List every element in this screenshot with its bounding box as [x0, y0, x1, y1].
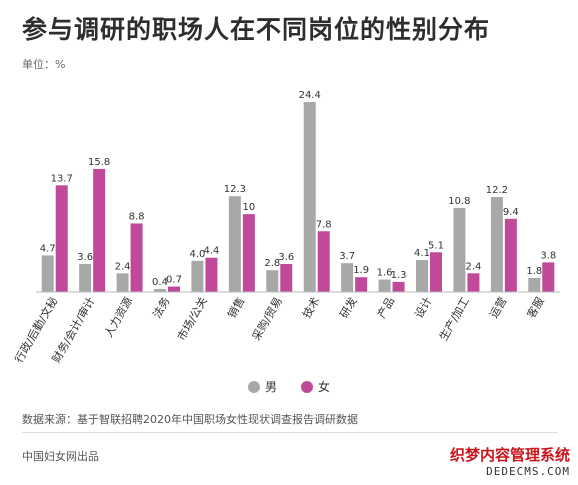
chart-title: 参与调研的职场人在不同岗位的性别分布 [22, 15, 491, 44]
value-label-male-2: 2.4 [115, 261, 131, 272]
legend-item-male: 男 [248, 378, 277, 395]
legend-male-swatch [248, 380, 260, 393]
category-label-2: 人力资源 [101, 295, 135, 340]
legend-male-label: 男 [265, 380, 278, 394]
bar-female-7 [317, 231, 330, 292]
bar-male-4 [191, 260, 204, 292]
category-label-5: 销售 [224, 295, 247, 321]
bar-male-6 [266, 270, 279, 292]
bar-male-12 [490, 197, 503, 292]
category-label-3: 法务 [149, 295, 172, 321]
bar-female-6 [280, 263, 293, 292]
value-label-female-6: 3.6 [278, 252, 294, 263]
publisher: 中国妇女网出品 [22, 450, 99, 463]
bar-female-2 [130, 223, 143, 292]
category-label-6: 采购/贸易 [249, 295, 285, 343]
value-label-female-13: 3.8 [540, 250, 556, 261]
bar-female-0 [55, 185, 68, 292]
value-label-male-4: 4.0 [189, 249, 205, 260]
value-label-male-5: 12.3 [224, 184, 246, 195]
value-label-male-10: 4.1 [414, 248, 430, 259]
category-label-12: 运营 [486, 295, 509, 321]
bar-male-7 [303, 102, 316, 292]
category-label-11: 生产/加工 [436, 295, 472, 343]
watermark: 织梦内容管理系统 DEDECMS.COM [450, 444, 570, 478]
bar-male-0 [41, 255, 54, 292]
category-label-13: 客服 [524, 295, 547, 321]
value-label-male-13: 1.8 [526, 266, 542, 277]
category-label-9: 产品 [374, 295, 397, 321]
bar-male-9 [378, 279, 391, 292]
value-label-male-0: 4.7 [40, 243, 56, 254]
category-label-4: 市场/公关 [174, 295, 210, 343]
value-label-male-11: 10.8 [448, 196, 470, 207]
value-label-female-9: 1.3 [391, 270, 407, 281]
value-label-female-3: 0.7 [166, 275, 182, 286]
unit-label: 单位：% [22, 58, 66, 71]
legend-female-label: 女 [318, 380, 331, 394]
legend: 男 女 [248, 378, 354, 395]
value-label-female-5: 10 [242, 202, 255, 213]
value-label-male-8: 3.7 [339, 251, 355, 262]
bar-male-13 [528, 277, 541, 292]
value-label-female-7: 7.8 [316, 219, 332, 230]
bar-female-5 [242, 214, 255, 292]
data-source: 数据来源：基于智联招聘2020年中国职场女性现状调查报告调研数据 [22, 413, 358, 426]
legend-item-female: 女 [301, 378, 330, 395]
bar-male-5 [228, 196, 241, 292]
bar-chart: 4.7 13.7 3.6 15.8 2.4 8.8 0.40.7 4.04.4 12.3 10 2.… [11, 90, 560, 365]
value-label-female-4: 4.4 [203, 246, 219, 257]
category-label-10: 设计 [412, 295, 434, 321]
category-label-8: 研发 [337, 295, 360, 321]
bar-male-2 [116, 273, 129, 292]
value-label-female-10: 5.1 [428, 240, 444, 251]
value-label-male-6: 2.8 [264, 258, 280, 269]
value-label-male-12: 12.2 [486, 185, 508, 196]
watermark-line1: 织梦内容管理系统 [449, 446, 570, 464]
bar-male-3 [154, 288, 166, 292]
legend-female-swatch [301, 380, 314, 393]
bar-female-8 [355, 277, 368, 292]
value-label-female-0: 13.7 [51, 173, 73, 184]
bar-male-11 [453, 207, 466, 292]
value-label-female-12: 9.4 [503, 207, 519, 218]
bar-female-12 [504, 218, 517, 292]
value-label-female-1: 15.8 [88, 157, 110, 168]
bar-female-11 [467, 273, 480, 292]
value-label-female-11: 2.4 [465, 261, 481, 272]
value-label-male-3: 0.4 [152, 277, 168, 288]
value-label-male-1: 3.6 [77, 252, 93, 263]
bar-male-1 [79, 263, 92, 292]
bar-female-9 [392, 281, 405, 292]
bar-female-1 [93, 168, 106, 292]
bar-male-10 [416, 260, 428, 292]
bar-female-3 [168, 286, 180, 292]
bar-female-4 [205, 257, 218, 292]
bar-female-10 [430, 252, 442, 292]
bar-female-13 [542, 262, 555, 292]
value-label-male-9: 1.6 [377, 268, 393, 279]
value-label-male-7: 24.4 [299, 90, 321, 101]
watermark-line2: DEDECMS.COM [486, 465, 570, 478]
category-label-7: 技术 [300, 295, 322, 321]
divider [22, 432, 558, 433]
bar-male-8 [341, 263, 354, 292]
value-label-female-8: 1.9 [353, 265, 369, 276]
value-label-female-2: 8.8 [129, 211, 145, 222]
